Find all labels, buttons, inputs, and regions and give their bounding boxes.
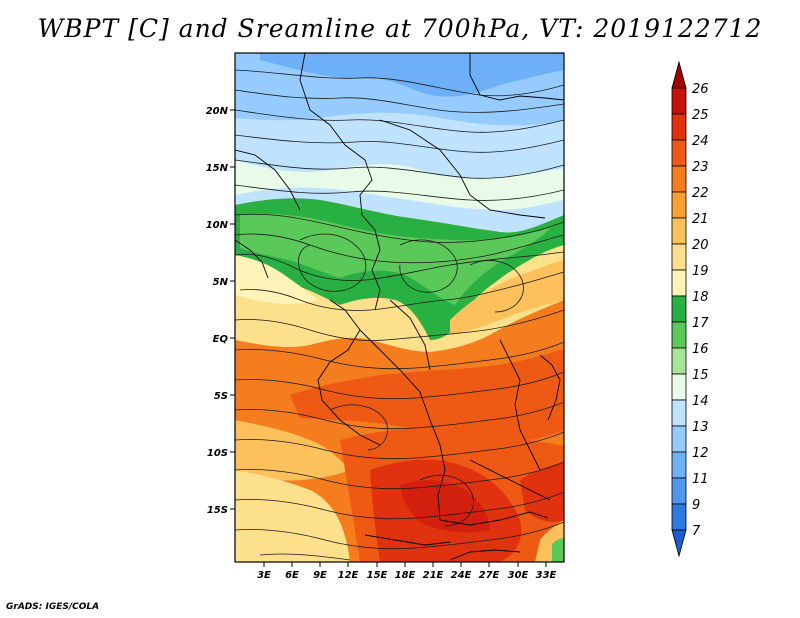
colorbar-swatch: [671, 425, 687, 453]
colorbar: 26 25 24 23 22 21 20 19 18 17 16 15 14 13 12 11 9 7: [671, 60, 709, 558]
colorbar-label: 25: [692, 108, 709, 123]
map-panel: [235, 53, 564, 562]
lon-label: 18E: [395, 570, 416, 581]
lon-label: 21E: [423, 570, 444, 581]
lon-label: 30E: [508, 570, 529, 581]
colorbar-label: 24: [692, 134, 709, 149]
colorbar-swatch: [671, 217, 687, 245]
colorbar-label: 17: [692, 316, 709, 331]
latitude-axis: 20N 15N 10N 5N EQ 5S 10S 15S: [206, 106, 235, 516]
colorbar-label: 18: [692, 290, 709, 305]
lat-label: 5S: [214, 391, 228, 402]
lon-label: 3E: [257, 570, 271, 581]
colorbar-swatch: [671, 451, 687, 479]
colorbar-top-arrow: [671, 60, 687, 89]
colorbar-label: 9: [692, 498, 700, 513]
lat-label: 20N: [206, 106, 229, 117]
colorbar-label: 13: [692, 420, 709, 435]
lat-label: 10N: [206, 220, 229, 231]
country-borders: [235, 53, 564, 561]
lat-label: 10S: [207, 448, 228, 459]
colorbar-swatch: [671, 477, 687, 505]
lat-label: 15N: [206, 163, 229, 174]
colorbar-swatch: [671, 139, 687, 167]
colorbar-swatch: [671, 191, 687, 219]
streamlines: [235, 69, 564, 561]
colorbar-swatch: [671, 243, 687, 271]
colorbar-swatch: [671, 373, 687, 401]
map-title: WBPT [C] and Sreamline at 700hPa, VT: 20…: [37, 14, 763, 43]
colorbar-label: 21: [692, 212, 709, 227]
colorbar-swatch: [671, 295, 687, 323]
colorbar-label: 20: [692, 238, 709, 253]
colorbar-label: 14: [692, 394, 709, 409]
colorbar-swatch: [671, 113, 687, 141]
lon-label: 27E: [479, 570, 500, 581]
colorbar-swatch: [671, 321, 687, 349]
lon-label: 12E: [338, 570, 359, 581]
colorbar-label: 16: [692, 342, 709, 357]
colorbar-label: 26: [692, 82, 709, 97]
colorbar-label: 23: [692, 160, 709, 175]
colorbar-label: 7: [692, 524, 701, 539]
colorbar-swatch: [671, 503, 687, 531]
lon-label: 9E: [313, 570, 327, 581]
colorbar-swatch: [671, 87, 687, 115]
colorbar-swatch: [671, 399, 687, 427]
lon-label: 6E: [285, 570, 299, 581]
colorbar-bottom-arrow: [671, 529, 687, 558]
colorbar-label: 11: [692, 472, 709, 487]
footer-credit: GrADS: IGES/COLA: [6, 602, 100, 612]
colorbar-swatch: [671, 347, 687, 375]
colorbar-label: 22: [692, 186, 709, 201]
colorbar-label: 19: [692, 264, 709, 279]
lon-label: 33E: [536, 570, 557, 581]
map-frame: [234, 52, 565, 563]
lat-label: EQ: [213, 334, 229, 345]
colorbar-label: 15: [692, 368, 709, 383]
colorbar-label: 12: [692, 446, 709, 461]
colorbar-swatch: [671, 269, 687, 297]
lon-label: 15E: [367, 570, 388, 581]
lat-label: 5N: [213, 277, 229, 288]
lon-label: 24E: [451, 570, 472, 581]
colorbar-swatch: [671, 165, 687, 193]
lat-label: 15S: [207, 505, 228, 516]
longitude-axis: 3E 6E 9E 12E 15E 18E 21E 24E 27E 30E 33E: [257, 562, 557, 581]
